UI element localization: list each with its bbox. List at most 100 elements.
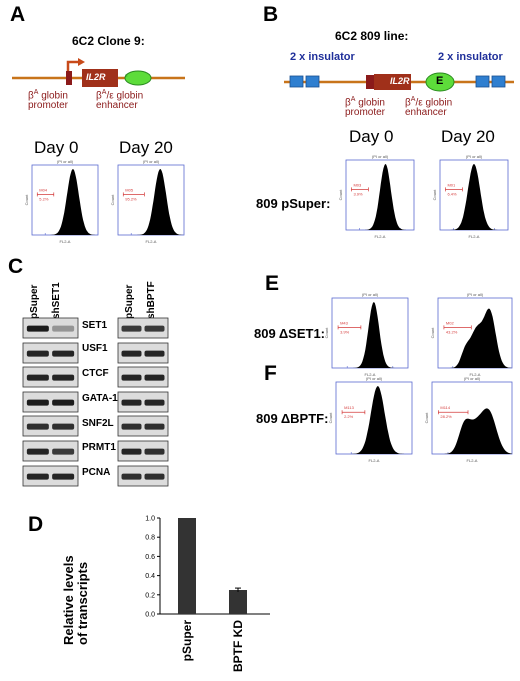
bar-chart-ylabel: Relative levels of transcripts	[61, 555, 90, 645]
blot-label-pcna: PCNA	[82, 467, 111, 478]
row-label-set1: 809 ΔSET1:	[254, 326, 326, 341]
blot-band	[26, 399, 49, 406]
insulator-left-label: 2 x insulator	[290, 51, 355, 63]
blot-strip	[22, 440, 79, 462]
gate-name: M114	[440, 405, 450, 410]
histogram-e-day0: (PI or all) FL2-A Count M43 3.9%	[324, 290, 412, 378]
flow-top-label: (PI or all)	[467, 292, 484, 297]
blot-band	[26, 350, 49, 357]
blot-strip	[117, 391, 169, 413]
blot-label-snf2l: SNF2L	[82, 418, 114, 429]
day-20-label-a: Day 20	[119, 138, 173, 157]
gate-name: M02	[446, 320, 455, 325]
blot-band	[52, 473, 75, 480]
blot-band	[121, 423, 142, 430]
blot-strip	[117, 415, 169, 437]
panel-e-label: E	[265, 272, 280, 295]
flow-x-label: FL2-A	[60, 239, 71, 244]
flow-y-label: Count	[110, 194, 115, 206]
blot-band	[121, 399, 142, 406]
flow-top-label: (PI or all)	[143, 159, 160, 164]
y-tick-label: 0.2	[145, 592, 155, 599]
blot-band	[52, 350, 75, 357]
gate-name: M05	[125, 187, 134, 192]
blot-strip	[117, 342, 169, 364]
gene-label-b: IL2R	[390, 76, 410, 86]
enhancer-box-label-a: E	[125, 73, 128, 78]
blot-strip	[117, 440, 169, 462]
blot-strip	[22, 415, 79, 437]
flow-y-label: Count	[432, 189, 437, 201]
blot-band	[52, 374, 75, 381]
blot-band	[144, 423, 165, 430]
flow-y-label: Count	[328, 412, 333, 424]
blot-band	[144, 473, 165, 480]
gate-name: M01	[447, 182, 456, 187]
blot-label-set1: SET1	[82, 320, 108, 331]
gate-name: M113	[344, 405, 354, 410]
flow-y-label: Count	[338, 189, 343, 201]
histogram-distribution	[432, 408, 512, 454]
gate-percent: 6.4%	[447, 191, 457, 196]
blot-band	[26, 473, 49, 480]
flow-y-label: Count	[424, 412, 429, 424]
enhancer-box-label-b: E	[436, 75, 444, 87]
histogram-b-day0: (PI or all) FL2-A Count M03 3.9%	[338, 152, 418, 240]
blot-band	[52, 448, 75, 455]
blot-band	[121, 448, 142, 455]
flow-top-label: (PI or all)	[57, 159, 74, 164]
blot-band	[52, 399, 75, 406]
blot-label-gata1: GATA-1	[82, 393, 118, 404]
panel-a-title: 6C2 Clone 9:	[72, 34, 145, 48]
blot-band	[52, 423, 75, 430]
flow-top-label: (PI or all)	[466, 154, 483, 159]
blot-band	[26, 423, 49, 430]
panel-d-label: D	[28, 513, 44, 536]
blot-label-prmt1: PRMT1	[82, 442, 116, 453]
y-tick-label: 0.6	[145, 554, 155, 561]
gate-name: M03	[353, 182, 362, 187]
blot-band	[144, 350, 165, 357]
gate-percent: 28.2%	[440, 414, 452, 419]
histogram-a-day20: (PI or all) FL2-A Count M05 95.2%	[110, 157, 188, 245]
blot-strip	[117, 366, 169, 388]
gate-percent: 3.9%	[340, 329, 350, 334]
enhancer-label-b: βA/ε globin enhancer	[405, 96, 453, 119]
flow-top-label: (PI or all)	[372, 154, 389, 159]
blot-band	[52, 325, 75, 332]
blot-strip	[22, 465, 79, 487]
blot-strip	[117, 317, 169, 339]
construct-diagram-a	[12, 58, 185, 87]
row-label-pSuper: 809 pSuper:	[256, 196, 331, 211]
blot-strip	[22, 317, 79, 339]
blot-strip	[117, 465, 169, 487]
blot-strip	[22, 342, 79, 364]
panel-a-label: A	[10, 3, 26, 26]
flow-x-label: FL2-A	[146, 239, 157, 244]
flow-x-label: FL2-A	[369, 458, 380, 463]
panel-b-label: B	[263, 3, 279, 26]
panel-c-label: C	[8, 255, 24, 278]
histogram-b-day20: (PI or all) FL2-A Count M01 6.4%	[432, 152, 512, 240]
blot-band	[26, 325, 49, 332]
flow-x-label: FL2-A	[467, 458, 478, 463]
blot-band	[144, 399, 165, 406]
blot-band	[144, 374, 165, 381]
y-tick-label: 0.4	[145, 573, 155, 580]
gate-percent: 2.2%	[344, 414, 354, 419]
x-tick-label: pSuper	[180, 620, 194, 662]
flow-top-label: (PI or all)	[464, 376, 481, 381]
gate-percent: 5.2%	[39, 196, 49, 201]
blot-label-ctcf: CTCF	[82, 368, 109, 379]
panel-f-label: F	[264, 362, 277, 385]
flow-x-label: FL2-A	[375, 234, 386, 239]
gate-name: M04	[39, 187, 48, 192]
y-tick-label: 0.0	[145, 612, 155, 619]
histogram-a-day0: (PI or all) FL2-A Count M04 5.2%	[24, 157, 102, 245]
insulator-right-label: 2 x insulator	[438, 51, 503, 63]
histogram-f-day20: (PI or all) FL2-A Count M114 28.2%	[424, 374, 516, 464]
blot-band	[121, 325, 142, 332]
histogram-f-day0: (PI or all) FL2-A Count M113 2.2%	[328, 374, 416, 464]
flow-y-label: Count	[430, 327, 435, 339]
